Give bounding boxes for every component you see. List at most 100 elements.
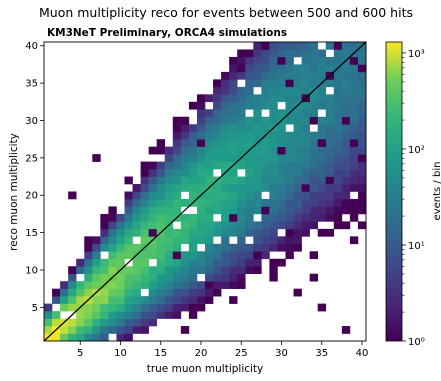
heatmap-bin — [261, 213, 270, 222]
heatmap-bin — [76, 333, 85, 342]
heatmap-bin — [148, 228, 157, 237]
heatmap-bin — [325, 101, 335, 110]
heatmap-bin — [309, 101, 318, 110]
heatmap-bin — [277, 176, 286, 185]
heatmap-bin — [108, 213, 117, 222]
colorbar-tick-label: 10¹ — [408, 241, 425, 252]
heatmap-bin — [237, 281, 246, 289]
heatmap-bin — [196, 116, 206, 125]
heatmap-bin — [269, 206, 278, 215]
heatmap-bin — [245, 49, 254, 58]
heatmap-bin — [180, 221, 190, 230]
heatmap-bin — [301, 191, 310, 200]
heatmap-bin — [140, 258, 149, 267]
heatmap-bin — [156, 311, 166, 319]
heatmap-bin — [333, 176, 343, 185]
heatmap-bin — [309, 49, 318, 58]
heatmap-bin — [341, 116, 351, 125]
heatmap-bin — [172, 139, 182, 147]
heatmap-bin — [357, 191, 367, 200]
heatmap-bin — [277, 161, 286, 170]
heatmap-bin — [285, 243, 294, 252]
heatmap-bin — [325, 116, 335, 125]
x-axis-ticks: 5 10 15 20 25 30 35 40 — [77, 341, 368, 359]
heatmap-bin — [341, 221, 351, 230]
heatmap-bin — [92, 303, 101, 312]
heatmap-bin — [269, 266, 278, 275]
heatmap-bin — [84, 318, 93, 327]
heatmap-bin — [245, 184, 254, 192]
heatmap-bin — [164, 176, 174, 185]
heatmap-bin — [301, 86, 310, 95]
heatmap-bin — [357, 169, 367, 177]
heatmap-bin — [261, 206, 270, 215]
heatmap-bin — [221, 176, 230, 185]
heatmap-bin — [349, 169, 359, 177]
heatmap-bin — [124, 206, 133, 215]
x-tick-label: 30 — [275, 348, 288, 359]
heatmap-bin — [229, 228, 238, 237]
heatmap-bin — [277, 154, 286, 162]
heatmap-bin — [188, 124, 198, 132]
heatmap-bin — [341, 169, 351, 177]
colorbar-tick-label: 10³ — [408, 49, 425, 60]
heatmap-bin — [301, 49, 310, 58]
heatmap-bin — [156, 221, 166, 230]
heatmap-bin — [229, 101, 238, 110]
heatmap-bin — [293, 64, 302, 73]
heatmap-bin — [269, 86, 278, 95]
heatmap-bin — [221, 146, 230, 155]
heatmap-bin — [237, 213, 246, 222]
heatmap-bin — [253, 266, 262, 275]
heatmap-bin — [341, 176, 351, 185]
heatmap-bin — [349, 206, 359, 215]
heatmap-bin — [188, 146, 198, 155]
y-tick-label: 35 — [25, 79, 38, 90]
heatmap-bin — [253, 228, 262, 237]
x-axis-label: true muon multiplicity — [147, 363, 264, 375]
heatmap-bin — [293, 228, 302, 237]
heatmap-bin — [341, 131, 351, 140]
heatmap-bin — [309, 79, 318, 88]
heatmap-bin — [285, 213, 294, 222]
heatmap-bin — [100, 266, 109, 275]
heatmap-bin — [237, 243, 246, 252]
heatmap-bin — [196, 94, 206, 103]
heatmap-bin — [341, 42, 351, 50]
heatmap-bin — [277, 146, 286, 155]
heatmap-bin — [172, 228, 182, 237]
heatmap-bin — [124, 221, 133, 230]
heatmap-bin — [253, 191, 262, 200]
heatmap-bin — [357, 94, 367, 103]
heatmap-bin — [132, 266, 141, 275]
heatmap-bin — [277, 86, 286, 95]
heatmap-bin — [261, 139, 270, 147]
heatmap-bin — [245, 64, 254, 73]
heatmap-bin — [357, 206, 367, 215]
heatmap-bin — [92, 281, 101, 289]
heatmap-bin — [84, 326, 93, 334]
heatmap-bin — [140, 191, 149, 200]
heatmap-bin — [229, 184, 238, 192]
heatmap-bin — [237, 273, 246, 282]
heatmap-bin — [108, 206, 117, 215]
heatmap-bin — [172, 124, 182, 132]
heatmap-bin — [196, 236, 206, 245]
heatmap-bin — [205, 221, 214, 230]
heatmap-bin — [253, 101, 262, 110]
heatmap-bin — [301, 131, 310, 140]
heatmap-bin — [140, 318, 149, 327]
heatmap-bin — [357, 161, 367, 170]
heatmap-bin — [221, 116, 230, 125]
heatmap-bin — [293, 71, 302, 80]
heatmap-bin — [253, 124, 262, 132]
y-tick-label: 5 — [32, 303, 38, 314]
heatmap-bin — [333, 139, 343, 147]
heatmap-bin — [156, 191, 166, 200]
heatmap-bin — [205, 116, 214, 125]
heatmap-bin — [325, 56, 335, 65]
heatmap-bin — [341, 71, 351, 80]
heatmap-bin — [237, 206, 246, 215]
heatmap-bin — [317, 131, 327, 140]
heatmap-bin — [301, 146, 310, 155]
